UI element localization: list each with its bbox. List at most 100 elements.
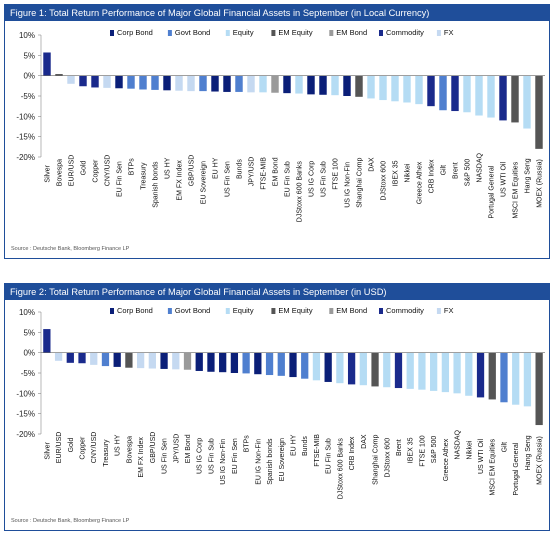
bar-treasury	[139, 75, 147, 90]
x-label-btps: BTPs	[244, 435, 251, 453]
x-label-us-wti-oil: US WTI Oil	[478, 439, 485, 474]
bar-jpy-usd	[172, 352, 180, 370]
figure-1-title: Figure 1: Total Return Performance of Ma…	[5, 5, 549, 21]
x-label-eu-hy: EU HY	[291, 434, 298, 456]
y-tick-label: -10%	[16, 112, 35, 121]
y-tick-label: 5%	[23, 328, 35, 337]
x-label-copper: Copper	[80, 436, 87, 460]
y-tick-label: 5%	[23, 51, 35, 60]
figure-2-title: Figure 2: Total Return Performance of Ma…	[5, 284, 549, 300]
x-label-eu-ig-non-fin: EU IG Non-Fin	[255, 439, 262, 485]
x-label-btps: BTPs	[129, 158, 136, 176]
y-tick-label: 10%	[19, 31, 35, 40]
legend-swatch-govt-bond	[167, 308, 172, 314]
x-label-bunds: Bunds	[302, 436, 309, 456]
x-label-dax: DAX	[369, 157, 376, 172]
legend-swatch-equity	[225, 308, 230, 314]
x-label-nikkei: Nikkei	[405, 163, 412, 183]
x-label-ibex-35: IBEX 35	[393, 160, 400, 186]
bar-eu-sovereign	[199, 75, 207, 92]
legend-swatch-em-equity	[271, 30, 276, 36]
bar-gilt	[500, 352, 508, 403]
bar-nikkei	[465, 352, 473, 396]
bar-us-hy	[113, 352, 121, 367]
bar-eur-usd	[67, 75, 75, 84]
x-label-eu-fin-sen: EU Fin Sen	[117, 161, 124, 197]
bar-moex-russia	[535, 75, 543, 149]
legend-label-fx: FX	[444, 306, 454, 315]
bar-djstoxx-600	[379, 75, 387, 101]
y-tick-label: -20%	[16, 153, 35, 162]
bar-nasdaq	[475, 75, 483, 116]
x-label-eu-sovereign: EU Sovereign	[201, 161, 208, 204]
x-label-eur-usd: EUR/USD	[56, 432, 63, 464]
bar-brent	[451, 75, 459, 112]
x-label-djstoxx-600: DJStoxx 600	[381, 161, 388, 201]
bar-copper	[91, 75, 99, 88]
x-label-brent: Brent	[453, 162, 460, 179]
x-label-shanghai-comp: Shanghai Comp	[357, 157, 364, 207]
x-label-em-fx-index: EM FX Index	[138, 437, 145, 478]
x-label-gbp-usd: GBP/USD	[150, 432, 157, 464]
bar-crb-index	[427, 75, 435, 107]
bar-em-fx-index	[136, 352, 145, 369]
x-label-moex-russia: MOEX (Russia)	[537, 436, 544, 485]
bar-spanish-bonds	[265, 352, 274, 376]
y-tick-label: -10%	[16, 389, 35, 398]
x-label-copper: Copper	[93, 159, 100, 183]
x-label-gilt: Gilt	[501, 442, 508, 453]
bar-us-wti-oil	[476, 352, 485, 398]
bar-s-p-500	[463, 75, 471, 113]
legend-label-corp-bond: Corp Bond	[117, 28, 153, 37]
legend-swatch-corp-bond	[110, 308, 114, 314]
x-label-ibex-35: IBEX 35	[408, 437, 415, 463]
x-label-jpy-usd: JPY/USD	[249, 157, 256, 187]
x-label-spanish-bonds: Spanish bonds	[267, 438, 274, 485]
bar-msci-em-equities	[511, 75, 519, 123]
x-label-djstoxx-600-banks: DJStoxx 600 Banks	[337, 438, 344, 500]
bar-brent	[394, 352, 403, 389]
bar-em-fx-index	[175, 75, 183, 91]
bar-us-fin-sub	[207, 352, 215, 372]
legend-swatch-equity	[225, 30, 230, 36]
bar-us-ig-non-fin	[219, 352, 227, 373]
x-label-us-fin-sen: US Fin Sen	[162, 438, 169, 474]
x-label-s-p-500: S&P 500	[431, 436, 438, 464]
bar-us-ig-corp	[307, 75, 315, 95]
legend-label-em-bond: EM Bond	[336, 28, 367, 37]
x-label-ftse-mib: FTSE-MIB	[261, 157, 268, 190]
x-label-cny-usd: CNY/USD	[91, 432, 98, 464]
bar-ftse-mib	[259, 75, 267, 93]
legend-label-corp-bond: Corp Bond	[117, 306, 153, 315]
figure-2-source: Source : Deutsche Bank, Bloomberg Financ…	[11, 518, 130, 524]
legend-swatch-fx	[436, 308, 441, 314]
bar-eu-hy	[211, 75, 219, 92]
bar-eur-usd	[54, 352, 63, 361]
x-label-eu-fin-sen: EU Fin Sen	[232, 438, 239, 474]
x-label-jpy-usd: JPY/USD	[173, 434, 180, 464]
x-label-silver: Silver	[45, 164, 52, 182]
x-label-gilt: Gilt	[441, 165, 448, 176]
legend-swatch-fx	[436, 30, 441, 36]
legend-label-equity: Equity	[233, 28, 254, 37]
x-label-em-fx-index: EM FX Index	[177, 160, 184, 201]
bar-eu-fin-sen	[230, 352, 239, 373]
bar-em-bond	[271, 75, 279, 93]
x-label-us-ig-non-fin: US IG Non-Fin	[220, 439, 227, 485]
bar-djstoxx-600	[383, 352, 391, 388]
legend-swatch-govt-bond	[167, 30, 172, 36]
bar-bovespa	[125, 352, 133, 368]
x-label-shanghai-comp: Shanghai Comp	[373, 434, 380, 484]
bar-spanish-bonds	[151, 75, 159, 90]
bar-eu-ig-non-fin	[254, 352, 262, 375]
y-tick-label: -15%	[16, 133, 35, 142]
x-label-hang-seng: Hang Seng	[525, 435, 532, 470]
x-label-bovespa: Bovespa	[126, 436, 133, 463]
bar-shanghai-comp	[355, 75, 363, 97]
x-label-s-p-500: S&P 500	[465, 159, 472, 187]
legend-label-em-equity: EM Equity	[278, 306, 312, 315]
x-label-em-bond: EM Bond	[273, 157, 280, 186]
bar-jpy-usd	[247, 75, 255, 93]
x-label-eu-fin-sub: EU Fin Sub	[285, 161, 292, 197]
y-tick-label: 0%	[23, 349, 35, 358]
